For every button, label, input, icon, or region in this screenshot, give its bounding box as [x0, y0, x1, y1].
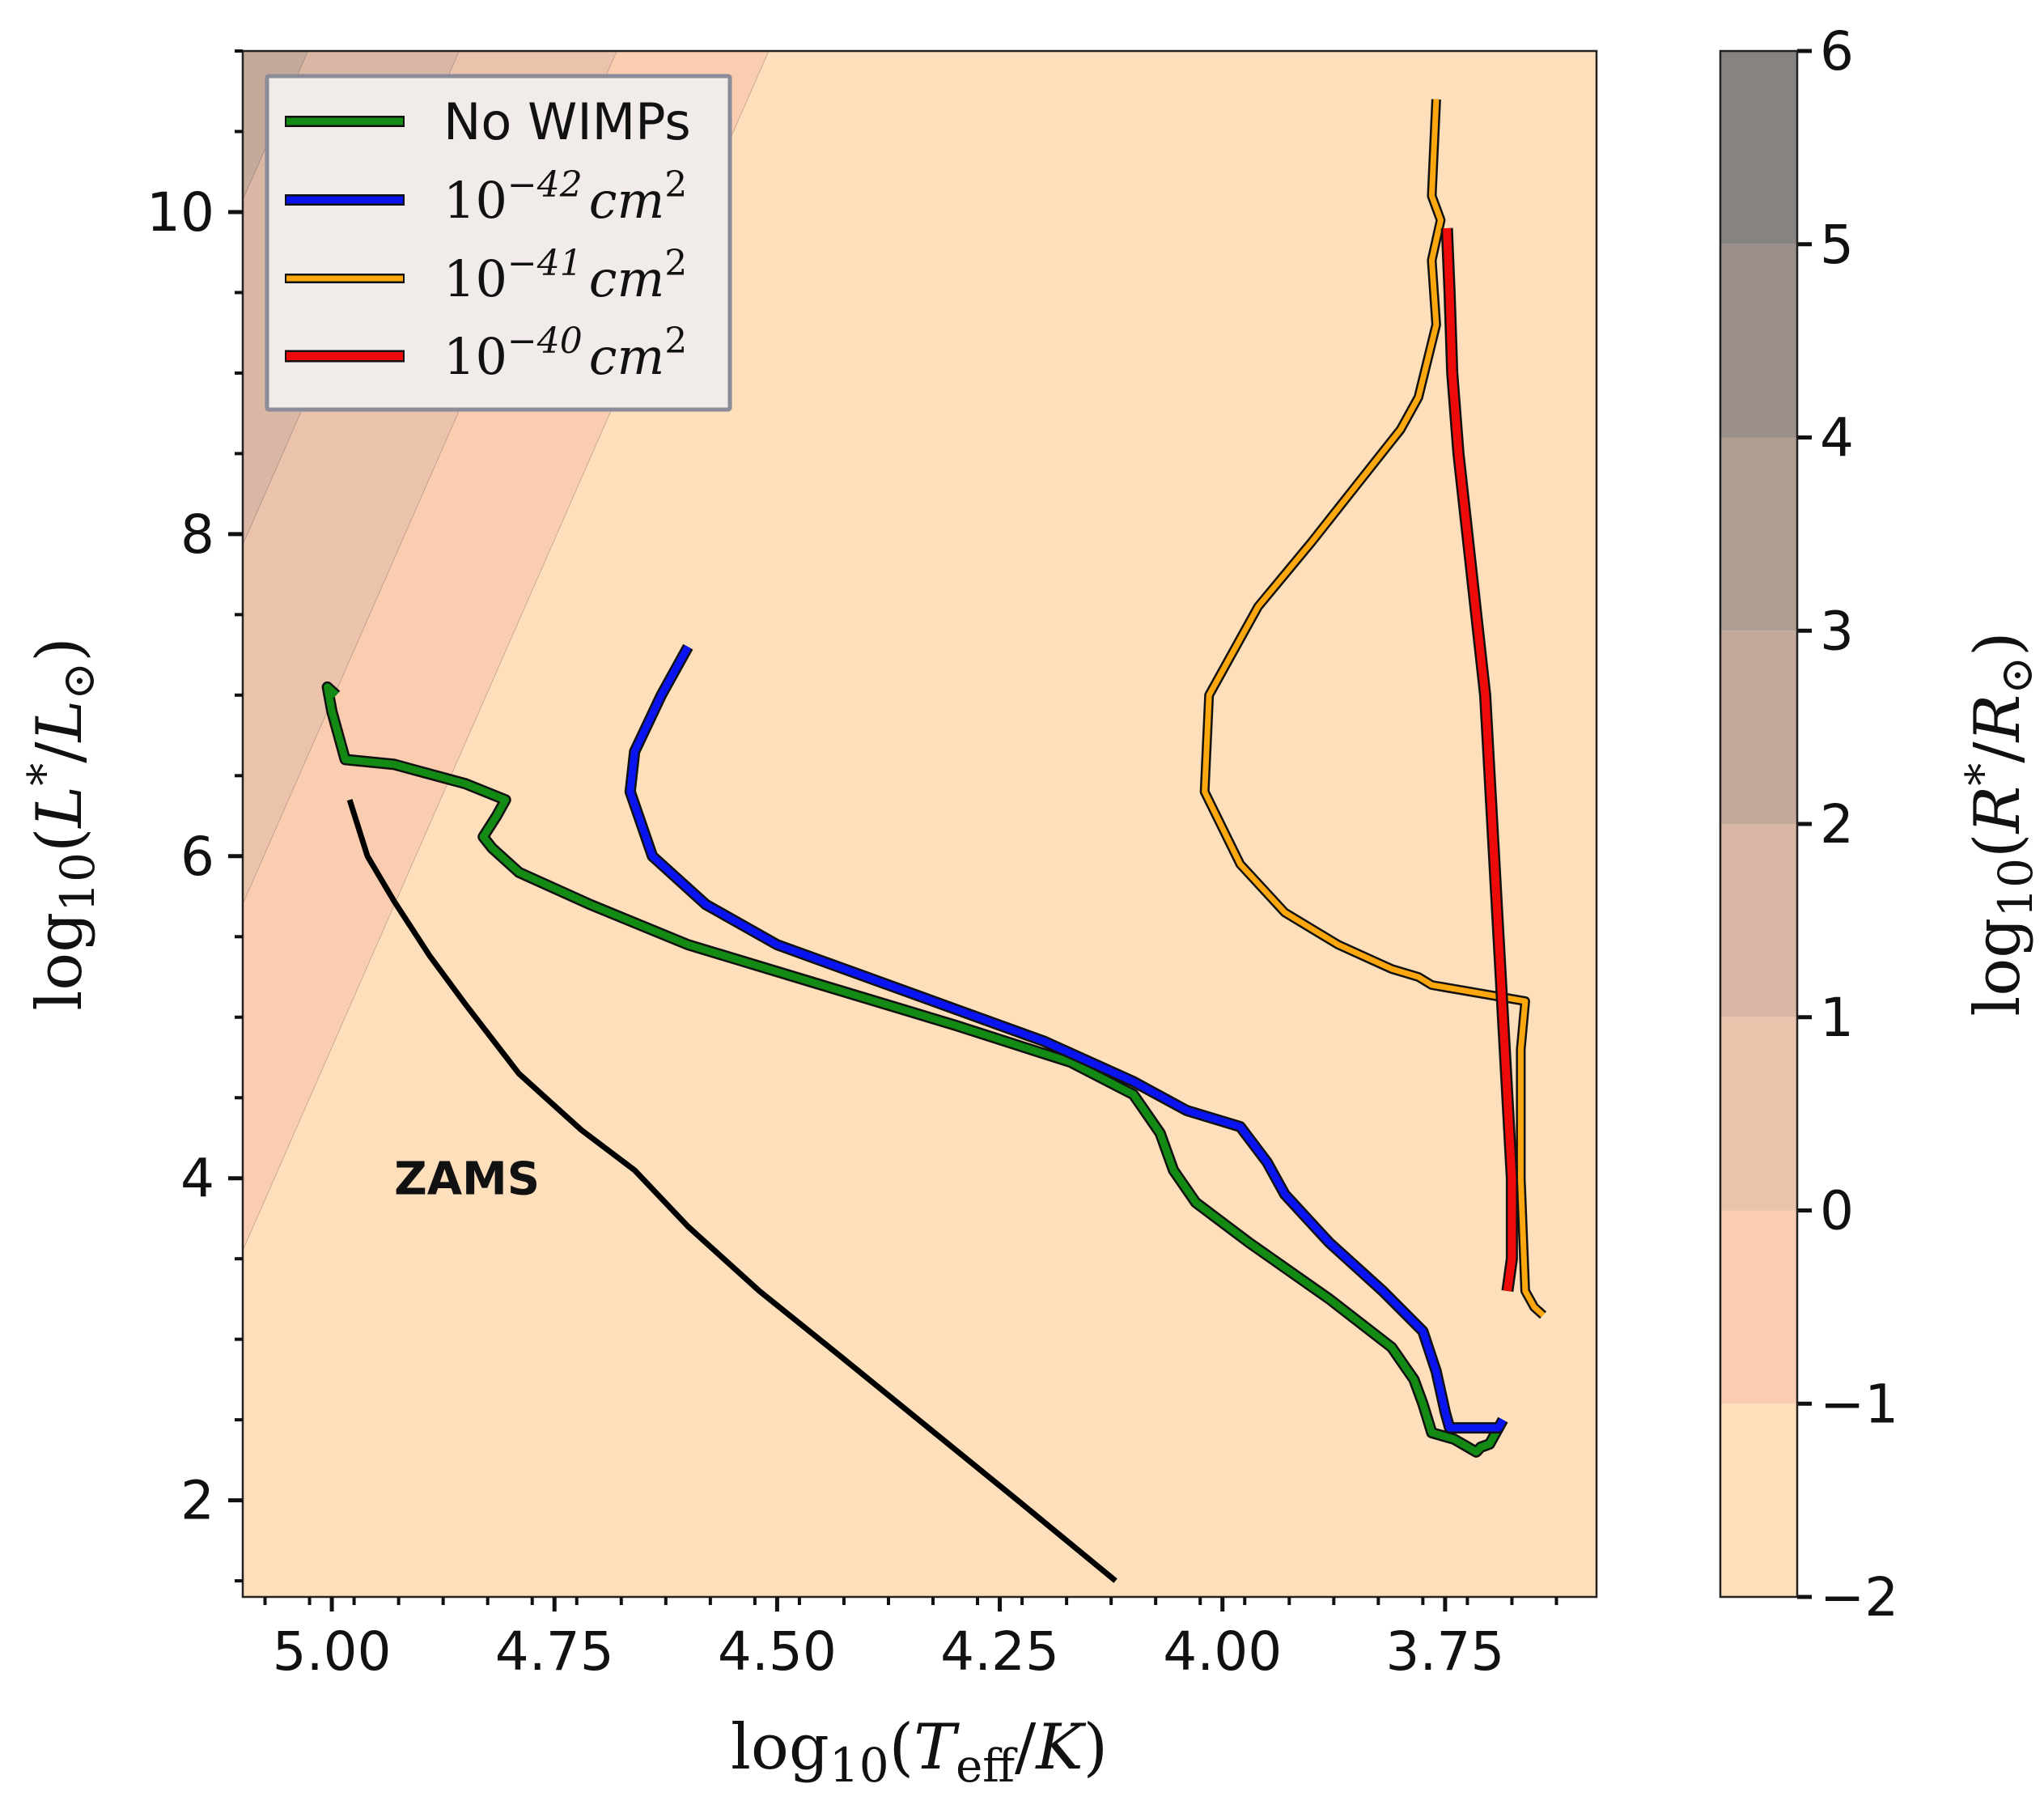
colorbar-frame	[1719, 49, 1799, 1599]
legend-entries: No WIMPs 10−42 cm2 10−41 cm2 10−40 cm2	[285, 92, 691, 386]
series-layer	[321, 99, 1547, 1583]
colorbar-segment	[1720, 244, 1797, 438]
x-tick-label: 4.50	[718, 1620, 837, 1683]
zams-label: ZAMS	[394, 1153, 540, 1206]
x-tick-label: 3.75	[1385, 1620, 1504, 1683]
series-s40	[1440, 227, 1518, 1293]
colorbar-tick-label: −1	[1820, 1373, 1898, 1435]
colorbar-segment	[1720, 51, 1797, 244]
colorbar-segment	[1720, 631, 1797, 824]
legend-label: No WIMPs	[443, 92, 691, 151]
x-tick-label: 5.00	[273, 1620, 392, 1683]
colorbar-tick-label: 4	[1820, 407, 1854, 469]
colorbar-title: log10(R*/R⊙)	[1957, 631, 2043, 1016]
colorbar-tick-label: 3	[1820, 600, 1854, 662]
colorbar-segment	[1720, 437, 1797, 631]
y-tick-label: 4	[180, 1148, 214, 1210]
series-zams-line	[346, 799, 1117, 1583]
legend-label: 10−42 cm2	[443, 164, 687, 230]
series-s42-line	[626, 644, 1507, 1432]
y-tick-label: 8	[180, 503, 214, 566]
colorbar: −2 −1 0 1 2 3 4 5 6	[1720, 20, 1898, 1629]
y-axis-title: log10(L*/L⊙)	[19, 637, 105, 1010]
colorbar-segment	[1720, 1017, 1797, 1211]
series-s40-line	[1443, 227, 1516, 1292]
series-s41-line	[1202, 99, 1546, 1318]
colorbar-tick-label: 6	[1820, 20, 1854, 83]
series-nowimps-line	[324, 683, 1502, 1456]
y-tick-label: 6	[180, 826, 214, 888]
colorbar-tick-label: −2	[1820, 1566, 1898, 1629]
colorbar-tick-label: 0	[1820, 1180, 1854, 1242]
legend-entry-nowimps: No WIMPs	[285, 92, 691, 151]
series-zams	[346, 799, 1117, 1583]
series-s42	[624, 643, 1508, 1434]
x-tick-label: 4.75	[495, 1620, 614, 1683]
y-tick-label: 10	[146, 181, 214, 244]
legend-entry-s41: 10−41 cm2	[285, 243, 687, 308]
colorbar-segment	[1720, 1210, 1797, 1404]
legend-entry-s42: 10−42 cm2	[285, 164, 687, 230]
series-nowimps	[321, 681, 1504, 1458]
legend-label: 10−40 cm2	[443, 321, 687, 386]
plot-frame	[241, 49, 1598, 1599]
colorbar-segment	[1720, 824, 1797, 1017]
series-s41	[1199, 99, 1547, 1319]
legend-entry-s40: 10−40 cm2	[285, 321, 687, 386]
colorbar-tick-label: 2	[1820, 793, 1854, 856]
x-tick-label: 4.25	[940, 1620, 1059, 1683]
x-axis: 5.00 4.75 4.50 4.25 4.00 3.75	[263, 1597, 1558, 1683]
y-axis: 2 4 6 8 10	[146, 49, 243, 1583]
x-axis-title: log10(Teff/K)	[731, 1711, 1108, 1793]
legend-box	[265, 74, 732, 412]
colorbar-tick-label: 5	[1820, 214, 1854, 276]
legend: No WIMPs 10−42 cm2 10−41 cm2 10−40 cm2	[265, 74, 732, 412]
legend-label: 10−41 cm2	[443, 243, 687, 308]
colorbar-segment	[1720, 1403, 1797, 1597]
x-tick-label: 4.00	[1163, 1620, 1282, 1683]
colorbar-tick-label: 1	[1820, 987, 1854, 1049]
y-tick-label: 2	[180, 1470, 214, 1532]
